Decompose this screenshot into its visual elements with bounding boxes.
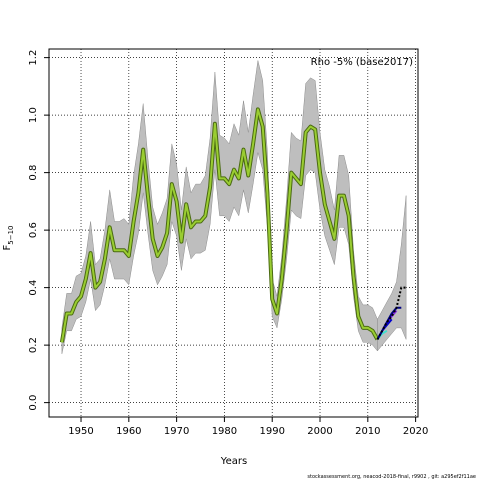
x-tick-label: 2010 [355, 426, 380, 437]
confidence-band [61, 60, 407, 354]
footer-text: stockassessment.org, neacod-2018-final, … [307, 474, 476, 480]
retro-line-dashed [376, 286, 407, 340]
x-tick-label: 2020 [403, 426, 428, 437]
x-tick-label: 1950 [68, 426, 93, 437]
y-axis-title-sub: 5−10 [7, 226, 15, 245]
legend-label: Rho -5% (base2017) [311, 57, 413, 68]
plot-frame [48, 48, 419, 418]
x-axis-title: Years [220, 456, 247, 467]
y-tick-label: 0.4 [28, 280, 39, 296]
y-axis-title-group: F5−10 [2, 226, 15, 251]
retro-ci-band [377, 195, 407, 352]
series-lines [59, 107, 407, 343]
x-tick-label: 1970 [164, 426, 189, 437]
x-tick-label: 1980 [212, 426, 237, 437]
y-tick-label: 1.2 [28, 50, 39, 66]
x-tick-label: 1990 [259, 426, 284, 437]
x-axis: 1950 1960 1970 1980 1990 2000 2010 2020 [68, 417, 428, 437]
y-tick-label: 0.8 [28, 165, 39, 181]
y-tick-label: 1.0 [28, 107, 39, 123]
y-axis-title: F5−10 [2, 226, 15, 251]
x-tick-label: 1960 [116, 426, 141, 437]
y-axis: 0.0 0.2 0.4 0.6 0.8 1.0 1.2 [28, 50, 49, 411]
y-axis-title-main: F [2, 245, 13, 251]
ci-band [61, 60, 378, 354]
estimate-line [60, 108, 379, 343]
y-tick-label: 0.6 [28, 222, 39, 238]
y-tick-label: 0.0 [28, 395, 39, 411]
x-tick-label: 2000 [307, 426, 332, 437]
y-tick-label: 0.2 [28, 337, 39, 353]
